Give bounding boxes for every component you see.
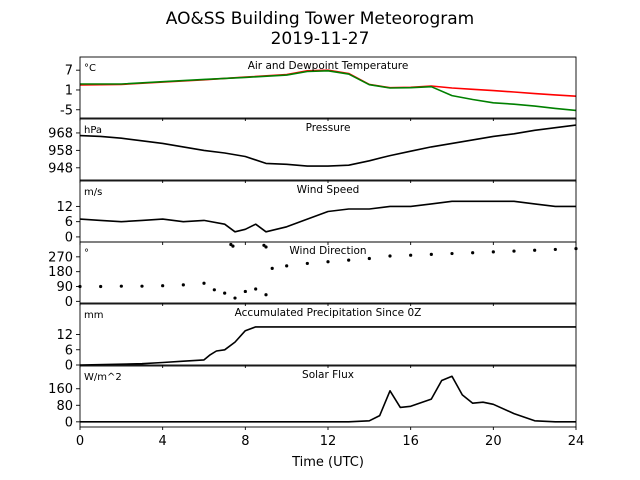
wind-direction-point — [553, 247, 557, 252]
y-tick-label: 0 — [65, 359, 73, 374]
x-axis: 0 4 8 12 16 20 24 — [76, 434, 584, 449]
panel-title: Accumulated Precipitation Since 0Z — [235, 307, 422, 319]
y-tick-label: 0 — [65, 230, 73, 245]
wind-direction-point — [99, 284, 103, 289]
panel-title: Pressure — [306, 122, 351, 134]
x-tick-label: 20 — [485, 434, 502, 449]
wind-direction-point — [270, 266, 274, 270]
wind-direction-point — [181, 283, 185, 287]
panel-unit: mm — [84, 310, 103, 321]
wind-direction-point — [233, 296, 237, 300]
wind-direction-point — [161, 284, 165, 288]
wind-direction-point — [202, 281, 206, 285]
x-tick-label: 0 — [76, 434, 84, 449]
panel-1: 968 958 948 hPa Pressure — [48, 118, 577, 183]
wind-direction-point — [450, 251, 454, 256]
x-tick-label: 24 — [568, 434, 585, 449]
y-tick-label: 1 — [65, 83, 73, 98]
wind-direction-point — [429, 252, 433, 256]
x-tick-label: 4 — [159, 434, 167, 449]
wind-direction-point — [285, 264, 289, 268]
series-line-0 — [79, 200, 576, 233]
wind-direction-point — [409, 253, 413, 257]
x-tick-label: 16 — [402, 434, 419, 449]
wind-direction-point — [347, 258, 351, 262]
wind-direction-point — [491, 250, 495, 254]
y-tick-label: 160 — [48, 382, 73, 397]
panel-5: 160 800 W/m^2 Solar Flux — [48, 365, 577, 430]
panel-unit: m/s — [84, 187, 102, 198]
series-line-0 — [79, 124, 577, 167]
series-line-0 — [79, 326, 576, 366]
y-tick-label: 180 — [48, 265, 73, 280]
figure-title-line2: 2019-11-27 — [271, 29, 370, 49]
wind-direction-point — [264, 245, 268, 249]
wind-direction-point — [231, 244, 235, 248]
wind-direction-point — [243, 289, 247, 294]
panel-unit: W/m^2 — [84, 372, 122, 383]
panel-title: Solar Flux — [302, 369, 354, 381]
panel-unit: hPa — [84, 125, 102, 136]
y-tick-label: 270 — [48, 250, 73, 265]
y-tick-label: 12 — [56, 328, 73, 343]
wind-direction-point — [305, 261, 309, 266]
x-axis-label: Time (UTC) — [291, 455, 364, 470]
series-line-1 — [80, 70, 577, 112]
y-tick-label: 0 — [65, 295, 73, 310]
y-tick-label: 958 — [48, 144, 73, 159]
panel-title: Wind Direction — [289, 245, 366, 257]
panel-unit: ° — [84, 248, 89, 259]
wind-direction-point — [254, 287, 258, 291]
y-tick-label: 90 — [56, 280, 73, 295]
wind-direction-point — [388, 254, 392, 258]
wind-direction-point — [223, 291, 227, 295]
wind-direction-point — [119, 284, 123, 288]
wind-direction-point — [326, 260, 330, 264]
y-tick-label: 0 — [65, 415, 73, 430]
panel-title: Air and Dewpoint Temperature — [248, 60, 409, 72]
wind-direction-point — [264, 293, 268, 297]
x-tick-label: 8 — [241, 434, 249, 449]
x-tick-label: 12 — [320, 434, 337, 449]
y-tick-label: 6 — [65, 343, 73, 358]
y-tick-label: 948 — [48, 161, 73, 176]
wind-direction-point — [512, 249, 516, 253]
panel-unit: °C — [84, 63, 96, 74]
y-tick-label: -5 — [60, 103, 73, 118]
y-tick-label: 12 — [56, 200, 73, 215]
y-tick-label: 7 — [65, 64, 73, 79]
wind-direction-point — [367, 256, 371, 261]
wind-direction-point — [471, 251, 475, 255]
figure-title-line1: AO&SS Building Tower Meteorogram — [166, 9, 474, 29]
y-tick-label: 6 — [65, 215, 73, 230]
series-line-0 — [80, 375, 576, 423]
panel-stack: 7 1 -5 °C Air and Dewpoint Temperature 968 958… — [48, 56, 578, 430]
series-line-0 — [79, 69, 577, 97]
panel-0: 7 1 -5 °C Air and Dewpoint Temperature — [60, 56, 577, 121]
y-tick-label: 968 — [48, 126, 73, 141]
panel-title: Wind Speed — [297, 184, 360, 196]
wind-direction-point — [140, 284, 144, 288]
y-tick-label: 80 — [56, 399, 73, 414]
wind-direction-point — [212, 288, 216, 292]
wind-direction-point — [533, 248, 537, 252]
